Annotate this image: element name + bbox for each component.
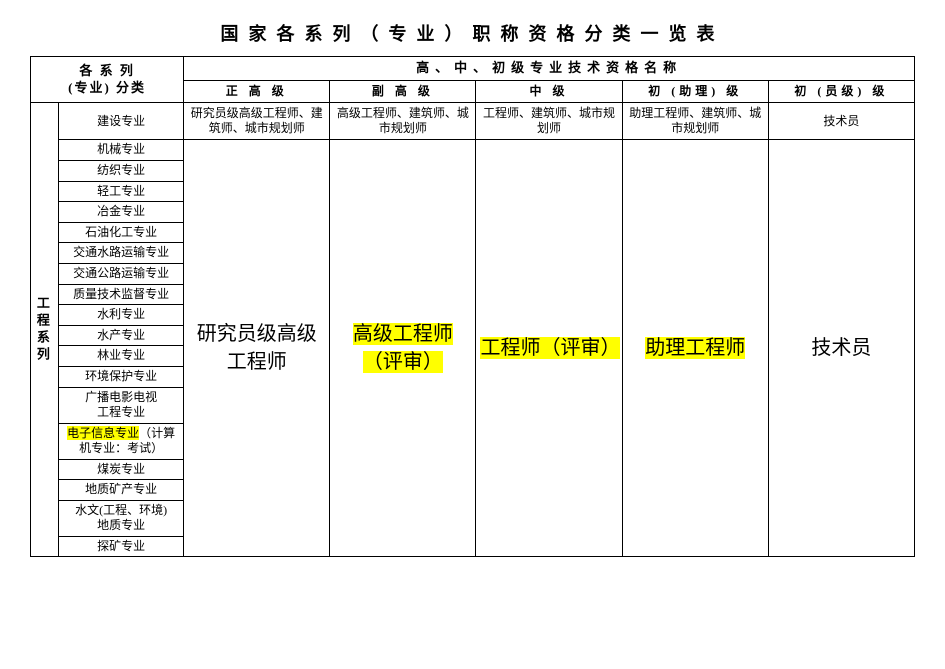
header-level-intermediate: 中 级 bbox=[476, 80, 622, 103]
specialty-forestry: 林业专业 bbox=[59, 346, 184, 367]
specialty-petrochemical: 石油化工专业 bbox=[59, 222, 184, 243]
cell-construction-junior-assistant: 助理工程师、建筑师、城市规划师 bbox=[622, 103, 768, 140]
series-category-cell: 工程系列 bbox=[31, 103, 59, 557]
specialty-road-transport: 交通公路运输专业 bbox=[59, 264, 184, 285]
series-category-label: 工程系列 bbox=[33, 296, 50, 364]
header-top-label: 高、中、初级专业技术资格名称 bbox=[184, 57, 915, 81]
header-level-senior-prof: 正 高 级 bbox=[184, 80, 330, 103]
cell-merged-junior-member: 技术员 bbox=[768, 140, 914, 557]
specialty-geology-mineral: 地质矿产专业 bbox=[59, 480, 184, 501]
cell-construction-associate-senior: 高级工程师、建筑师、城市规划师 bbox=[330, 103, 476, 140]
page-title: 国家各系列（专业）职称资格分类一览表 bbox=[30, 20, 915, 46]
cell-construction-senior-prof: 研究员级高级工程师、建筑师、城市规划师 bbox=[184, 103, 330, 140]
specialty-water-transport: 交通水路运输专业 bbox=[59, 243, 184, 264]
header-series: 各 系 列 (专业) 分类 bbox=[31, 57, 184, 103]
specialty-fishery: 水产专业 bbox=[59, 325, 184, 346]
specialty-quality-supervision: 质量技术监督专业 bbox=[59, 284, 184, 305]
specialty-textile: 纺织专业 bbox=[59, 161, 184, 182]
cell-merged-senior-prof: 研究员级高级工程师 bbox=[184, 140, 330, 557]
specialty-electronics: 电子信息专业（计算 机专业：考试） bbox=[59, 423, 184, 459]
specialty-water-conservancy: 水利专业 bbox=[59, 305, 184, 326]
row-mechanical: 机械专业 研究员级高级工程师 高级工程师（评审） 工程师（评审） 助理工程师 技… bbox=[31, 140, 915, 161]
header-level-associate-senior: 副 高 级 bbox=[330, 80, 476, 103]
header-series-line2: (专业) 分类 bbox=[68, 80, 146, 95]
cell-construction-junior-member: 技术员 bbox=[768, 103, 914, 140]
header-series-line1: 各 系 列 bbox=[79, 63, 135, 78]
header-level-junior-assistant: 初 (助理) 级 bbox=[622, 80, 768, 103]
specialty-metallurgy: 冶金专业 bbox=[59, 202, 184, 223]
cell-merged-associate-senior: 高级工程师（评审） bbox=[330, 140, 476, 557]
cell-construction-intermediate: 工程师、建筑师、城市规划师 bbox=[476, 103, 622, 140]
classification-table: 各 系 列 (专业) 分类 高、中、初级专业技术资格名称 正 高 级 副 高 级… bbox=[30, 56, 915, 557]
specialty-light-industry: 轻工专业 bbox=[59, 181, 184, 202]
specialty-environment: 环境保护专业 bbox=[59, 367, 184, 388]
specialty-construction: 建设专业 bbox=[59, 103, 184, 140]
row-construction: 工程系列 建设专业 研究员级高级工程师、建筑师、城市规划师 高级工程师、建筑师、… bbox=[31, 103, 915, 140]
specialty-mechanical: 机械专业 bbox=[59, 140, 184, 161]
specialty-prospecting: 探矿专业 bbox=[59, 536, 184, 557]
specialty-coal: 煤炭专业 bbox=[59, 459, 184, 480]
specialty-hydrology: 水文(工程、环境) 地质专业 bbox=[59, 500, 184, 536]
specialty-broadcast: 广播电影电视 工程专业 bbox=[59, 387, 184, 423]
cell-merged-junior-assistant: 助理工程师 bbox=[622, 140, 768, 557]
cell-merged-intermediate: 工程师（评审） bbox=[476, 140, 622, 557]
header-level-junior-member: 初 (员级) 级 bbox=[768, 80, 914, 103]
